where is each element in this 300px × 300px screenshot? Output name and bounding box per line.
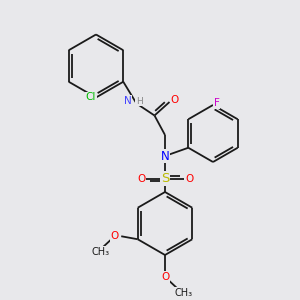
Text: N: N [160, 149, 169, 163]
Text: CH₃: CH₃ [91, 247, 109, 257]
Text: S: S [161, 172, 169, 185]
Text: N: N [124, 96, 131, 106]
Text: F: F [214, 98, 220, 109]
Text: Cl: Cl [85, 92, 96, 103]
Text: O: O [110, 231, 119, 241]
Text: O: O [161, 272, 169, 282]
Text: H: H [136, 97, 143, 106]
Text: O: O [137, 173, 145, 184]
Text: CH₃: CH₃ [175, 287, 193, 298]
Text: O: O [185, 173, 193, 184]
Text: O: O [171, 94, 179, 105]
